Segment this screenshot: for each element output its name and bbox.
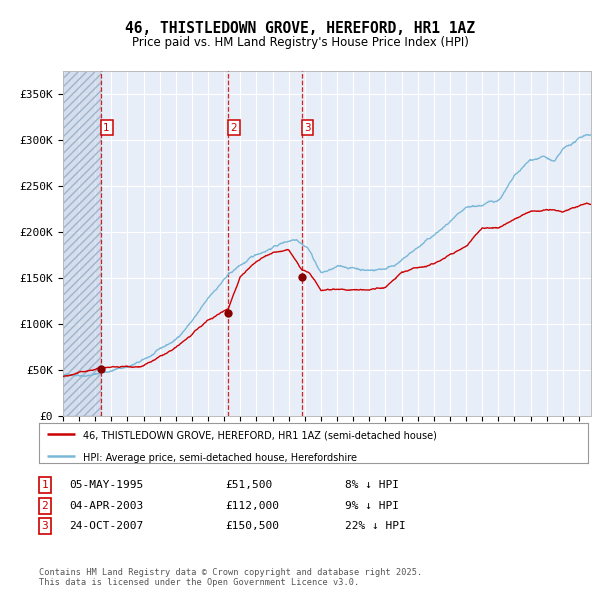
Text: 2: 2 [41,501,49,510]
Bar [63,71,101,416]
Text: 8% ↓ HPI: 8% ↓ HPI [345,480,399,490]
Text: 46, THISTLEDOWN GROVE, HEREFORD, HR1 1AZ (semi-detached house): 46, THISTLEDOWN GROVE, HEREFORD, HR1 1AZ… [83,431,437,441]
Text: £51,500: £51,500 [225,480,272,490]
Text: 3: 3 [304,123,311,133]
Text: 04-APR-2003: 04-APR-2003 [69,501,143,510]
Text: Contains HM Land Registry data © Crown copyright and database right 2025.
This d: Contains HM Land Registry data © Crown c… [39,568,422,587]
Bar [63,71,101,416]
Text: 46, THISTLEDOWN GROVE, HEREFORD, HR1 1AZ: 46, THISTLEDOWN GROVE, HEREFORD, HR1 1AZ [125,21,475,36]
Text: 05-MAY-1995: 05-MAY-1995 [69,480,143,490]
Text: 3: 3 [41,522,49,531]
Text: 22% ↓ HPI: 22% ↓ HPI [345,522,406,531]
Text: £150,500: £150,500 [225,522,279,531]
Text: 9% ↓ HPI: 9% ↓ HPI [345,501,399,510]
Text: HPI: Average price, semi-detached house, Herefordshire: HPI: Average price, semi-detached house,… [83,453,357,463]
Text: £112,000: £112,000 [225,501,279,510]
Text: 1: 1 [103,123,110,133]
Text: 1: 1 [41,480,49,490]
Text: 24-OCT-2007: 24-OCT-2007 [69,522,143,531]
Text: 2: 2 [230,123,237,133]
Text: Price paid vs. HM Land Registry's House Price Index (HPI): Price paid vs. HM Land Registry's House … [131,36,469,49]
